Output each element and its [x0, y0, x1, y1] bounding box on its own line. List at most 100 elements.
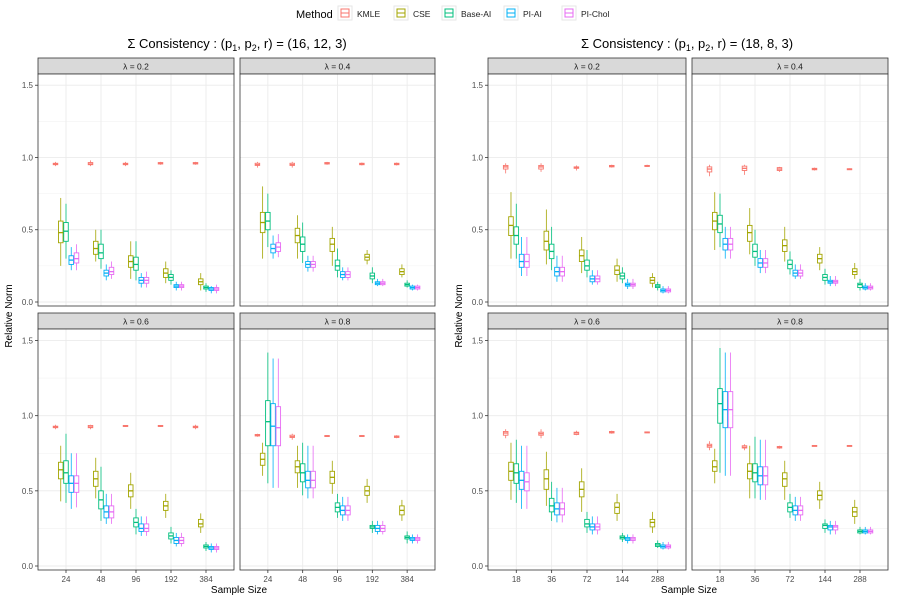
legend-entry-base-ai: Base-AI: [441, 5, 491, 21]
x-tick-label: 288: [651, 575, 665, 584]
box-iqr: [584, 518, 590, 528]
box-iqr: [63, 460, 69, 484]
title-part: 1: [232, 43, 237, 53]
box-pi-ai: [409, 284, 416, 291]
box-iqr: [198, 518, 204, 528]
box-iqr: [827, 524, 833, 531]
box-pi-chol: [310, 445, 316, 499]
box-kmle: [324, 161, 330, 165]
box-pi-chol: [380, 278, 386, 287]
box-kmle: [359, 435, 365, 437]
box-iqr: [649, 518, 656, 528]
x-tick-label: 48: [97, 575, 106, 584]
box-cse: [198, 273, 204, 291]
box-kmle: [573, 430, 580, 436]
legend-label: PI-Chol: [581, 9, 609, 19]
box-pi-chol: [762, 249, 769, 274]
y-tick-label: 0.0: [472, 562, 484, 571]
box-pi-ai: [518, 445, 525, 509]
box-pi-ai: [68, 453, 74, 509]
box-pi-ai: [173, 281, 179, 291]
box-pi-chol: [594, 270, 601, 285]
box-cse: [399, 499, 405, 521]
box-cse: [852, 499, 858, 524]
box-base-ai: [369, 520, 376, 533]
box-cse: [543, 209, 550, 265]
box-iqr: [752, 243, 758, 258]
box-pi-ai: [589, 516, 596, 535]
box-kmle: [776, 166, 783, 172]
box-base-ai: [265, 193, 271, 248]
box-cse: [364, 249, 370, 265]
panel-strip-label: λ = 0.2: [574, 62, 600, 72]
box-pi-ai: [624, 278, 631, 289]
box-iqr: [717, 388, 723, 424]
box-iqr: [747, 224, 753, 242]
box-iqr: [58, 461, 64, 480]
y-tick-label: 1.0: [22, 412, 34, 421]
box-cse: [93, 229, 99, 262]
box-base-ai: [752, 436, 758, 499]
box-cse: [817, 247, 823, 271]
box-base-ai: [203, 283, 209, 292]
box-kmle: [644, 164, 650, 167]
box-pi-chol: [310, 255, 316, 272]
box-iqr: [265, 400, 271, 447]
y-tick-label: 1.5: [472, 81, 484, 90]
panel-4: λ = 0.8 18 36 72 144 288: [691, 312, 889, 584]
figure-title: Σ Consistency : (p1, p2, r) = (16, 12, 3…: [127, 36, 346, 53]
box-base-ai: [654, 540, 661, 548]
x-axis-label: Sample Size: [211, 585, 268, 596]
box-kmle: [776, 445, 783, 449]
box-iqr: [73, 252, 80, 264]
box-pi-ai: [757, 249, 763, 274]
title-part: 2: [252, 43, 257, 53]
box-kmle: [502, 163, 509, 174]
x-tick-label: 192: [366, 575, 380, 584]
panel-strip-label: λ = 0.2: [123, 62, 149, 72]
box-pi-chol: [867, 283, 874, 291]
box-base-ai: [369, 267, 376, 284]
x-tick-label: 18: [716, 575, 725, 584]
box-pi-chol: [762, 439, 769, 500]
box-kmle: [52, 424, 59, 430]
box-pi-chol: [414, 284, 421, 291]
box-pi-ai: [270, 358, 276, 488]
box-cse: [712, 192, 718, 250]
box-pi-chol: [630, 534, 636, 544]
panel-strip-label: λ = 0.6: [574, 317, 600, 327]
legend-title: Method: [296, 9, 333, 21]
box-iqr: [305, 470, 311, 489]
box-cse: [128, 472, 134, 509]
box-iqr: [548, 497, 555, 513]
box-iqr: [98, 243, 104, 260]
box-pi-chol: [143, 516, 150, 536]
box-pi-chol: [524, 445, 530, 509]
box-iqr: [63, 222, 69, 242]
box-pi-ai: [862, 526, 868, 535]
x-tick-label: 48: [298, 575, 307, 584]
box-iqr: [310, 470, 316, 489]
legend-label: Base-AI: [461, 9, 491, 19]
figure-1: Σ Consistency : (p1, p2, r) = (16, 12, 3…: [4, 36, 436, 596]
box-iqr: [857, 282, 863, 288]
box-cse: [58, 197, 64, 266]
y-tick-label: 1.5: [22, 337, 34, 346]
box-cse: [259, 186, 266, 259]
box-pi-ai: [103, 493, 109, 524]
box-base-ai: [299, 442, 306, 496]
box-base-ai: [857, 526, 863, 535]
box-cse: [747, 208, 753, 255]
box-base-ai: [717, 193, 723, 248]
x-tick-label: 24: [62, 575, 71, 584]
box-pi-chol: [213, 543, 220, 553]
box-kmle: [254, 161, 261, 168]
box-cse: [817, 481, 823, 509]
box-kmle: [157, 424, 164, 427]
box-kmle: [393, 162, 400, 166]
box-kmle: [741, 164, 748, 175]
title-part: Σ Consistency : (p: [581, 36, 686, 51]
box-base-ai: [168, 270, 174, 285]
box-pi-ai: [374, 278, 381, 287]
